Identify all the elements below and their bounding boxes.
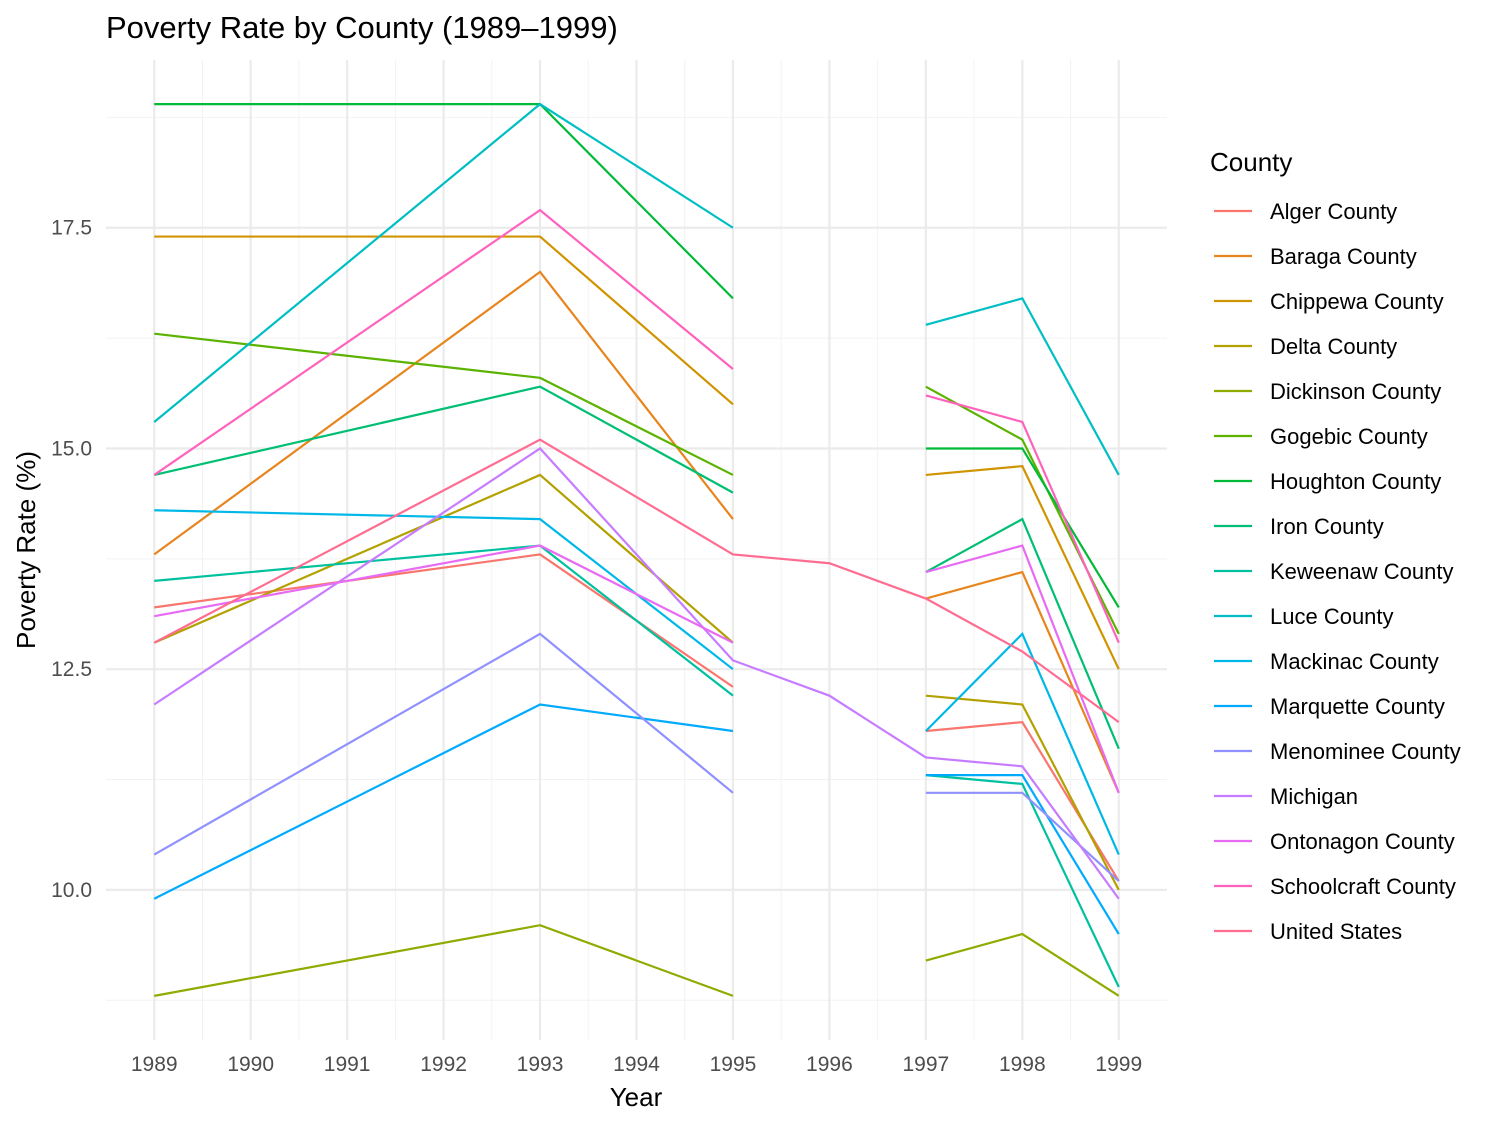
- legend: County Alger County Baraga County Chippewa…: [1210, 147, 1461, 944]
- y-tick-label: 15.0: [51, 437, 92, 460]
- series-lines: [153, 102, 1120, 997]
- x-tick-label: 1996: [806, 1053, 853, 1076]
- y-tick-label: 12.5: [51, 658, 92, 681]
- legend-label: Delta County: [1270, 334, 1397, 359]
- series-line: [153, 438, 1120, 724]
- legend-label: Dickinson County: [1270, 379, 1441, 404]
- x-tick-label: 1994: [613, 1053, 660, 1076]
- series-line: [925, 544, 1120, 794]
- legend-label: Alger County: [1270, 199, 1397, 224]
- x-tick-label: 1991: [324, 1053, 371, 1076]
- series-line: [154, 544, 734, 644]
- series-line: [153, 102, 734, 423]
- series-line: [925, 464, 1120, 670]
- legend-label: Houghton County: [1270, 469, 1441, 494]
- legend-label: Chippewa County: [1270, 289, 1444, 314]
- legend-label: Baraga County: [1270, 244, 1417, 269]
- series-line: [925, 774, 1120, 988]
- x-tick-label: 1992: [420, 1053, 467, 1076]
- x-tick-label: 1993: [517, 1053, 564, 1076]
- series-line: [154, 924, 734, 997]
- series-line: [925, 774, 1120, 935]
- x-tick-label: 1997: [903, 1053, 950, 1076]
- series-line: [153, 208, 734, 476]
- legend-label: Iron County: [1270, 514, 1384, 539]
- series-line: [925, 932, 1120, 997]
- x-tick-label: 1998: [999, 1053, 1046, 1076]
- series-line: [925, 791, 1120, 882]
- series-line: [154, 509, 734, 671]
- legend-label: Marquette County: [1270, 694, 1445, 719]
- chart-title: Poverty Rate by County (1989–1999): [106, 10, 618, 45]
- series-line: [154, 235, 734, 406]
- series-line: [925, 447, 1120, 608]
- legend-label: Michigan: [1270, 784, 1358, 809]
- x-axis-label: Year: [610, 1082, 663, 1112]
- x-tick-label: 1995: [710, 1053, 757, 1076]
- y-tick-label: 10.0: [51, 879, 92, 902]
- series-line: [153, 473, 734, 644]
- series-line: [154, 553, 734, 688]
- legend-label: Luce County: [1270, 604, 1394, 629]
- legend-label: Keweenaw County: [1270, 559, 1453, 584]
- legend-label: United States: [1270, 919, 1402, 944]
- x-tick-label: 1999: [1095, 1053, 1142, 1076]
- series-line: [153, 703, 734, 900]
- series-line: [925, 297, 1120, 476]
- series-line: [154, 332, 734, 476]
- x-axis: 1989 1990 1991 1992 1993 1994 1995 1996 1997 1998…: [131, 1053, 1142, 1076]
- x-tick-label: 1990: [227, 1053, 274, 1076]
- legend-label: Gogebic County: [1270, 424, 1428, 449]
- legend-label: Schoolcraft County: [1270, 874, 1456, 899]
- series-line: [925, 517, 1120, 750]
- series-line: [153, 632, 734, 856]
- legend-label: Menominee County: [1270, 739, 1461, 764]
- series-line: [153, 270, 734, 556]
- y-axis: 10.0 12.5 15.0 17.5: [51, 217, 92, 902]
- y-tick-label: 17.5: [51, 217, 92, 240]
- legend-title: County: [1210, 147, 1292, 177]
- y-axis-label: Poverty Rate (%): [11, 451, 41, 649]
- series-line: [153, 447, 1120, 900]
- x-tick-label: 1989: [131, 1053, 178, 1076]
- series-line: [925, 631, 1120, 856]
- series-line: [153, 385, 734, 494]
- series-line: [925, 394, 1120, 644]
- legend-label: Ontonagon County: [1270, 829, 1455, 854]
- legend-label: Mackinac County: [1270, 649, 1439, 674]
- series-line: [925, 570, 1120, 794]
